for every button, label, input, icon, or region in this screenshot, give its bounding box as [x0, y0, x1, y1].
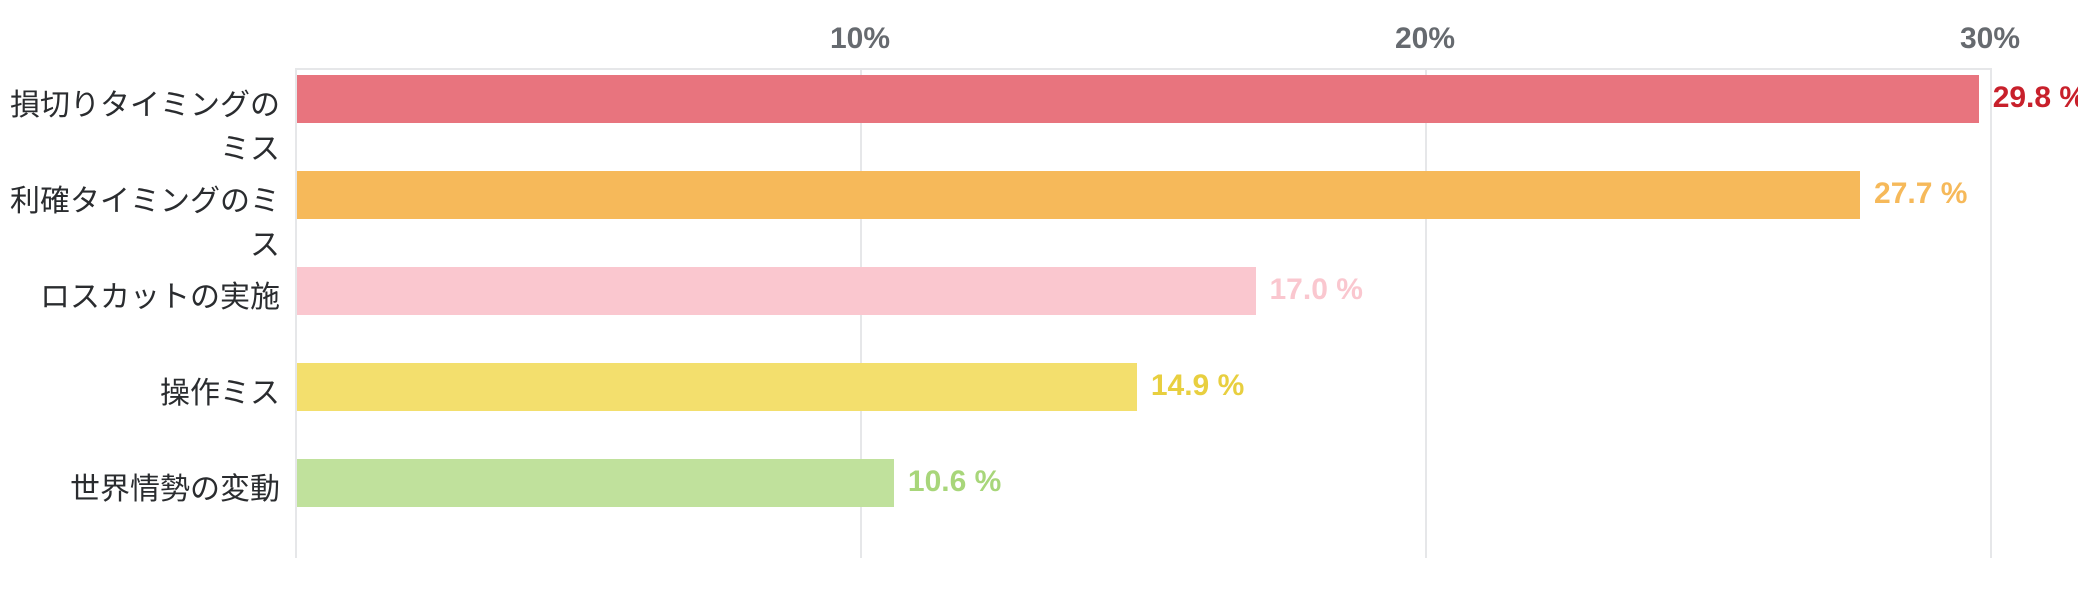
bar — [297, 171, 1860, 219]
value-label: 27.7 % — [1874, 177, 1967, 211]
bar — [297, 75, 1979, 123]
bar — [297, 267, 1256, 315]
category-label: 世界情勢の変動 — [70, 464, 280, 508]
value-label: 29.8 % — [1993, 81, 2078, 115]
value-label: 10.6 % — [908, 465, 1001, 499]
category-label: 操作ミス — [160, 368, 280, 412]
gridline — [1990, 68, 1992, 558]
axis-tick-label: 20% — [1385, 22, 1465, 56]
axis-tick-label: 10% — [820, 22, 900, 56]
value-label: 14.9 % — [1151, 369, 1244, 403]
category-label: 利確タイミングのミス — [0, 176, 280, 264]
bar — [297, 459, 894, 507]
gridline — [1425, 68, 1427, 558]
value-label: 17.0 % — [1270, 273, 1363, 307]
category-label: 損切りタイミングのミス — [0, 80, 280, 168]
plot-top-border — [295, 68, 1990, 70]
axis-tick-label: 30% — [1950, 22, 2030, 56]
bar — [297, 363, 1137, 411]
horizontal-bar-chart: 10% 20% 30% 損切りタイミングのミス 29.8 % 利確タイミングのミス 27.… — [0, 0, 2078, 605]
category-label: ロスカットの実施 — [40, 272, 280, 316]
